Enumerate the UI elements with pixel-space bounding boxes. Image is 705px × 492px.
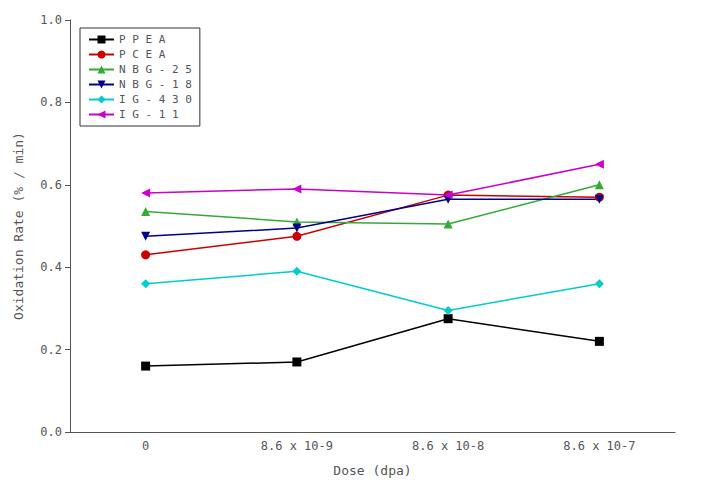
svg-text:P C E A: P C E A — [119, 48, 166, 61]
svg-text:8.6 x 10-9: 8.6 x 10-9 — [261, 439, 333, 453]
svg-text:0.0: 0.0 — [40, 425, 62, 439]
svg-text:0.6: 0.6 — [40, 178, 62, 192]
svg-text:Dose (dpa): Dose (dpa) — [333, 463, 411, 478]
svg-text:8.6 x 10-8: 8.6 x 10-8 — [412, 439, 484, 453]
svg-text:8.6 x 10-7: 8.6 x 10-7 — [563, 439, 635, 453]
svg-text:0: 0 — [142, 439, 149, 453]
svg-text:0.8: 0.8 — [40, 95, 62, 109]
svg-text:N B G - 2 5: N B G - 2 5 — [119, 63, 192, 76]
svg-text:0.2: 0.2 — [40, 343, 62, 357]
svg-text:Oxidation Rate (% / min): Oxidation Rate (% / min) — [11, 132, 26, 320]
svg-text:I G - 1 1: I G - 1 1 — [119, 108, 179, 121]
svg-text:I G - 4 3 0: I G - 4 3 0 — [119, 93, 192, 106]
svg-text:P P E A: P P E A — [119, 33, 166, 46]
svg-text:1.0: 1.0 — [40, 13, 62, 27]
svg-text:0.4: 0.4 — [40, 260, 62, 274]
svg-text:N B G - 1 8: N B G - 1 8 — [119, 78, 192, 91]
